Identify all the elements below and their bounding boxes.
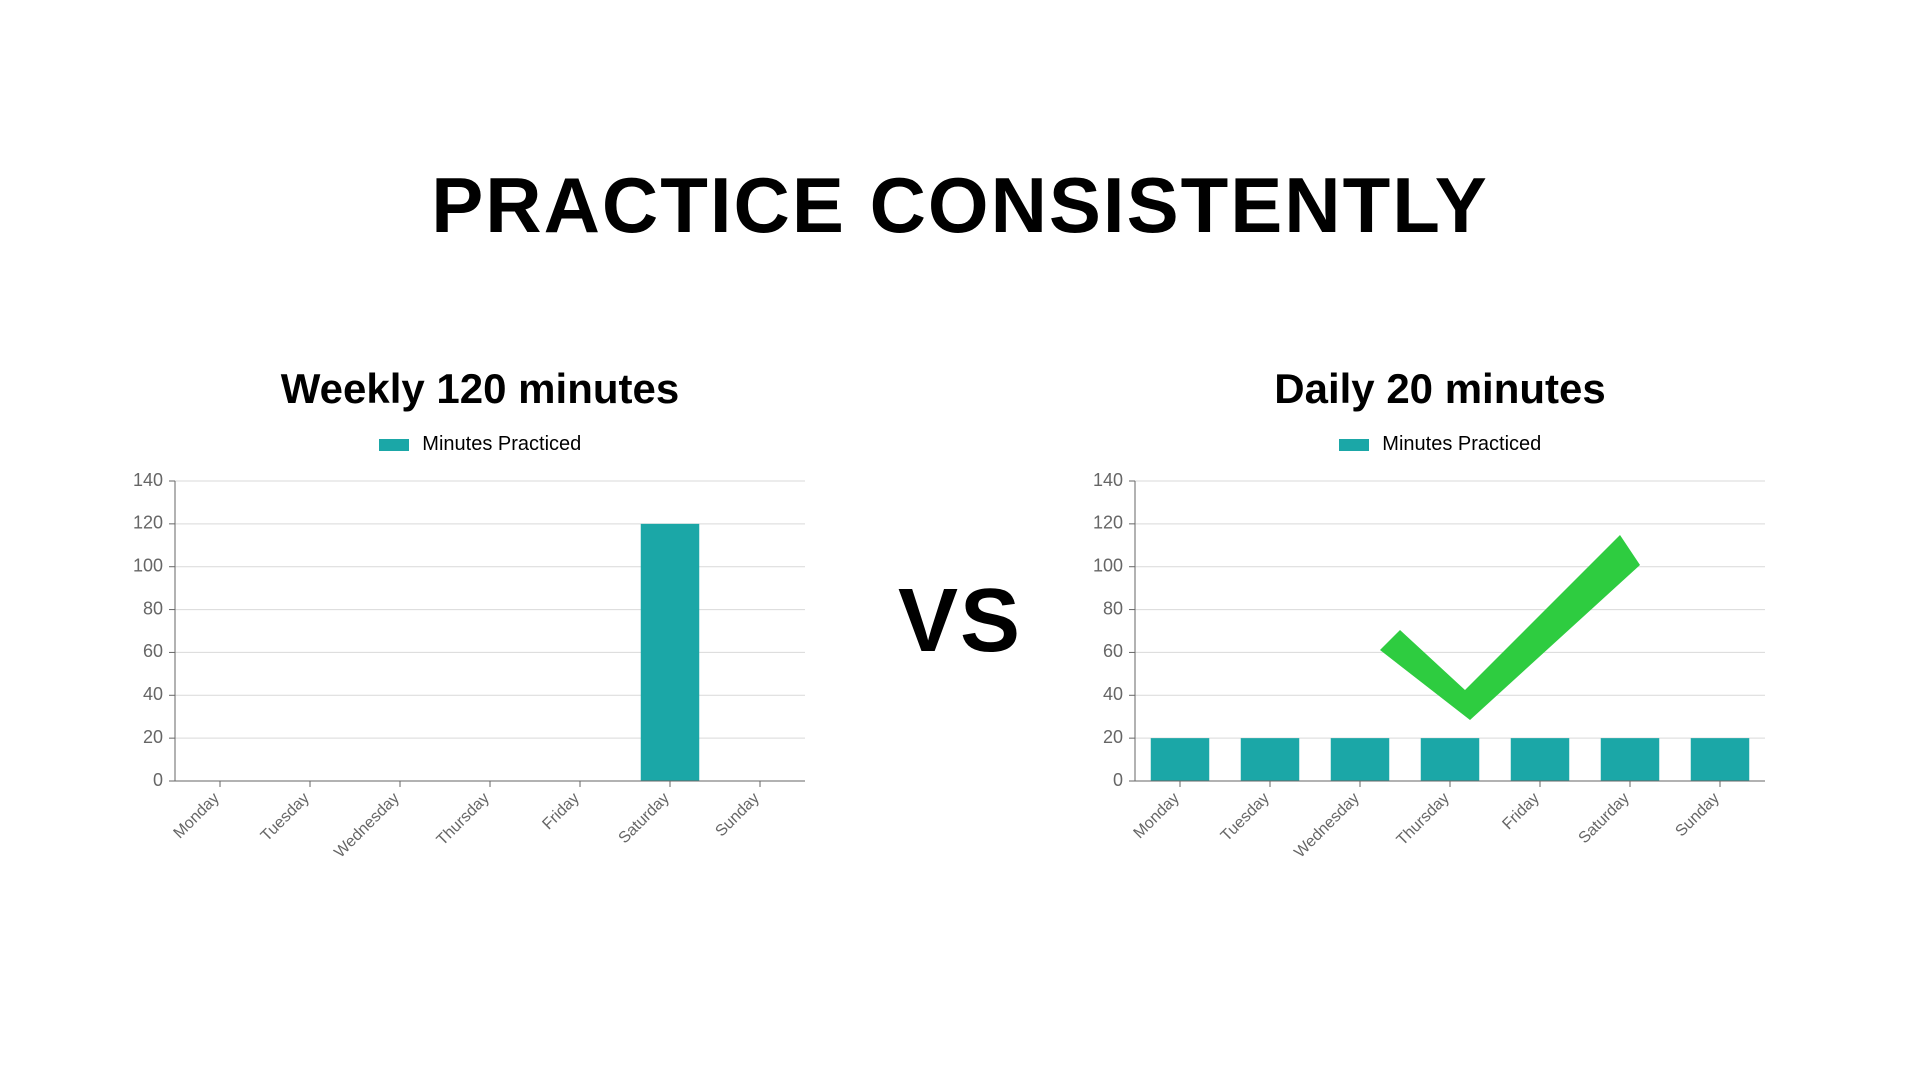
svg-text:80: 80	[143, 598, 163, 618]
svg-text:20: 20	[143, 727, 163, 747]
svg-text:Thursday: Thursday	[434, 790, 493, 849]
left-chart-legend: Minutes Practiced	[120, 433, 840, 456]
left-bar-chart: 0 20 40 60 80 100 120 140 Monday Tuesday Wednesday…	[120, 471, 820, 876]
svg-text:Thursday: Thursday	[1394, 790, 1453, 849]
svg-text:Friday: Friday	[1499, 790, 1542, 833]
svg-text:Tuesday: Tuesday	[1218, 790, 1273, 845]
left-legend-label: Minutes Practiced	[422, 433, 581, 455]
svg-text:100: 100	[1093, 555, 1123, 575]
svg-text:60: 60	[1103, 641, 1123, 661]
main-title: PRACTICE CONSISTENTLY	[431, 160, 1489, 251]
svg-text:40: 40	[143, 684, 163, 704]
right-legend-swatch	[1339, 439, 1369, 451]
svg-text:Monday: Monday	[171, 790, 223, 842]
svg-text:Sunday: Sunday	[712, 790, 762, 840]
left-chart-title: Weekly 120 minutes	[120, 365, 840, 413]
svg-text:140: 140	[1093, 471, 1123, 490]
svg-text:120: 120	[1093, 513, 1123, 533]
svg-text:20: 20	[1103, 727, 1123, 747]
svg-text:80: 80	[1103, 598, 1123, 618]
left-legend-swatch	[379, 439, 409, 451]
svg-text:Wednesday: Wednesday	[1291, 790, 1363, 862]
svg-text:0: 0	[1113, 770, 1123, 790]
vs-label: VS	[898, 570, 1022, 673]
svg-text:140: 140	[133, 471, 163, 490]
right-chart-legend: Minutes Practiced	[1080, 433, 1800, 456]
svg-text:100: 100	[133, 555, 163, 575]
svg-text:Wednesday: Wednesday	[331, 790, 403, 862]
svg-text:Tuesday: Tuesday	[258, 790, 313, 845]
svg-text:60: 60	[143, 641, 163, 661]
svg-text:Sunday: Sunday	[1672, 790, 1722, 840]
right-chart-title: Daily 20 minutes	[1080, 365, 1800, 413]
svg-text:0: 0	[153, 770, 163, 790]
left-chart-block: Weekly 120 minutes Minutes Practiced 0 20…	[120, 365, 840, 876]
checkmark-icon	[1380, 520, 1640, 720]
svg-text:40: 40	[1103, 684, 1123, 704]
svg-text:Saturday: Saturday	[616, 790, 673, 847]
svg-text:Monday: Monday	[1131, 790, 1183, 842]
svg-text:120: 120	[133, 513, 163, 533]
svg-text:Saturday: Saturday	[1576, 790, 1633, 847]
svg-text:Friday: Friday	[539, 790, 582, 833]
right-legend-label: Minutes Practiced	[1382, 433, 1541, 455]
